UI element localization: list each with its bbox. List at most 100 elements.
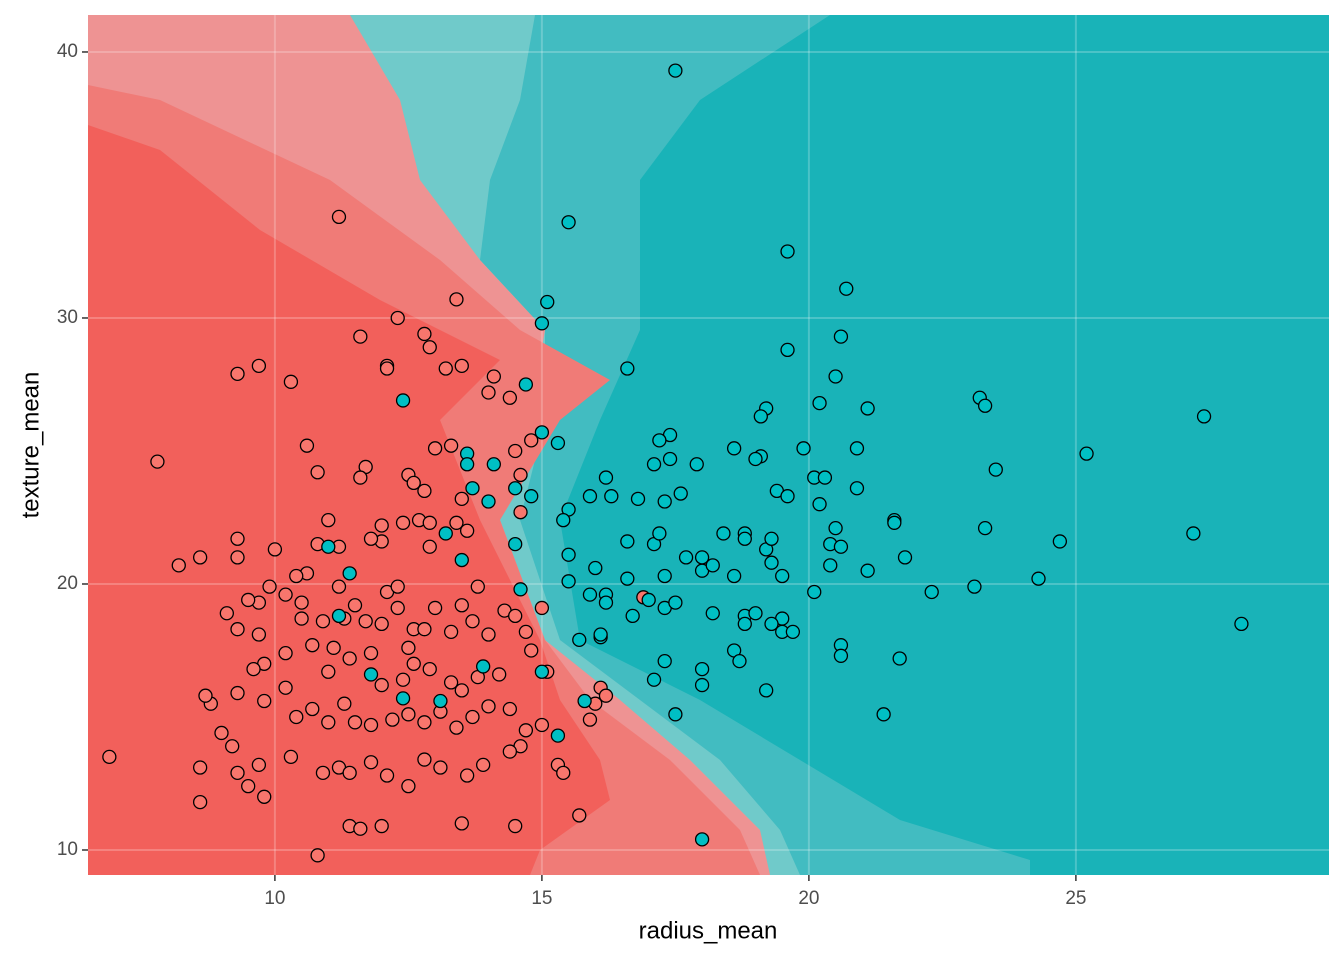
data-point [315, 765, 331, 781]
data-point [732, 653, 747, 669]
data-point [476, 659, 491, 674]
data-point [470, 579, 485, 594]
data-point [171, 558, 186, 573]
data-point [833, 329, 849, 344]
data-point [395, 393, 411, 408]
data-point [390, 600, 405, 616]
data-point [556, 512, 571, 528]
data-point [454, 683, 469, 698]
data-point [620, 534, 635, 549]
x-tick-label: 20 [798, 888, 819, 909]
data-point [775, 568, 790, 584]
data-point [534, 600, 550, 616]
data-point [363, 531, 379, 546]
data-point [401, 707, 416, 722]
data-point [812, 497, 827, 512]
data-point [668, 595, 683, 610]
data-point [561, 215, 576, 230]
data-point [807, 584, 822, 600]
data-point [705, 606, 720, 621]
data-point [785, 624, 801, 640]
data-point [577, 693, 592, 709]
data-point [225, 739, 240, 754]
data-point [417, 622, 432, 637]
data-point [374, 616, 389, 632]
y-axis-title: texture_mean [17, 372, 44, 519]
data-point [374, 677, 389, 693]
data-point [459, 523, 475, 538]
data-point [363, 717, 379, 733]
data-point [524, 643, 539, 658]
data-point [347, 598, 363, 613]
data-point [251, 627, 267, 642]
data-point [668, 63, 683, 78]
data-point [508, 608, 523, 624]
data-point [582, 712, 598, 727]
data-point [646, 672, 662, 687]
data-point [561, 547, 576, 562]
data-point [401, 779, 416, 794]
data-point [353, 821, 368, 836]
data-point [422, 539, 437, 554]
data-point [241, 592, 256, 608]
data-point [1186, 526, 1201, 541]
data-point [486, 457, 501, 472]
data-point [630, 491, 646, 507]
data-point [652, 433, 667, 448]
data-point [764, 555, 779, 570]
data-point [342, 651, 357, 666]
region-red-dark [88, 125, 610, 875]
data-point [860, 563, 875, 578]
data-point [230, 685, 245, 701]
data-point [321, 715, 336, 730]
data-point [764, 616, 779, 632]
data-point [780, 489, 795, 504]
data-point [257, 789, 272, 804]
data-point [476, 757, 491, 773]
data-point [337, 696, 352, 711]
data-point [780, 244, 795, 259]
data-point [518, 624, 534, 640]
x-tick-label: 25 [1065, 888, 1086, 909]
data-point [449, 720, 464, 735]
data-point [219, 606, 234, 621]
data-point [433, 760, 448, 775]
data-point [828, 369, 843, 384]
data-point [518, 723, 534, 738]
data-point [283, 749, 299, 765]
data-point [796, 441, 811, 456]
data-point [513, 582, 528, 597]
data-point [988, 462, 1003, 477]
data-point [828, 520, 843, 536]
data-point [641, 592, 656, 608]
data-point [508, 818, 523, 834]
data-point [508, 481, 523, 496]
data-point [1234, 616, 1249, 632]
data-point [374, 518, 389, 533]
data-point [465, 614, 480, 629]
data-point [524, 433, 539, 448]
data-point [449, 515, 464, 530]
data-point [534, 425, 550, 440]
data-point [534, 316, 550, 331]
data-point [556, 765, 571, 781]
data-point [417, 483, 432, 499]
data-point [534, 717, 550, 733]
data-point [230, 765, 245, 781]
data-point [513, 505, 528, 520]
y-tick-label: 10 [57, 839, 78, 860]
x-tick-label: 10 [264, 888, 285, 909]
y-tick-label: 20 [57, 573, 78, 594]
data-point [513, 467, 528, 483]
data-point [689, 457, 704, 472]
data-point [443, 624, 459, 640]
data-point [299, 438, 315, 453]
data-point [241, 779, 256, 794]
data-point [593, 627, 608, 642]
data-point [454, 552, 469, 568]
data-point [748, 606, 763, 621]
data-point [625, 608, 640, 624]
data-point [582, 489, 598, 504]
data-point [230, 622, 245, 637]
data-point [305, 638, 320, 653]
